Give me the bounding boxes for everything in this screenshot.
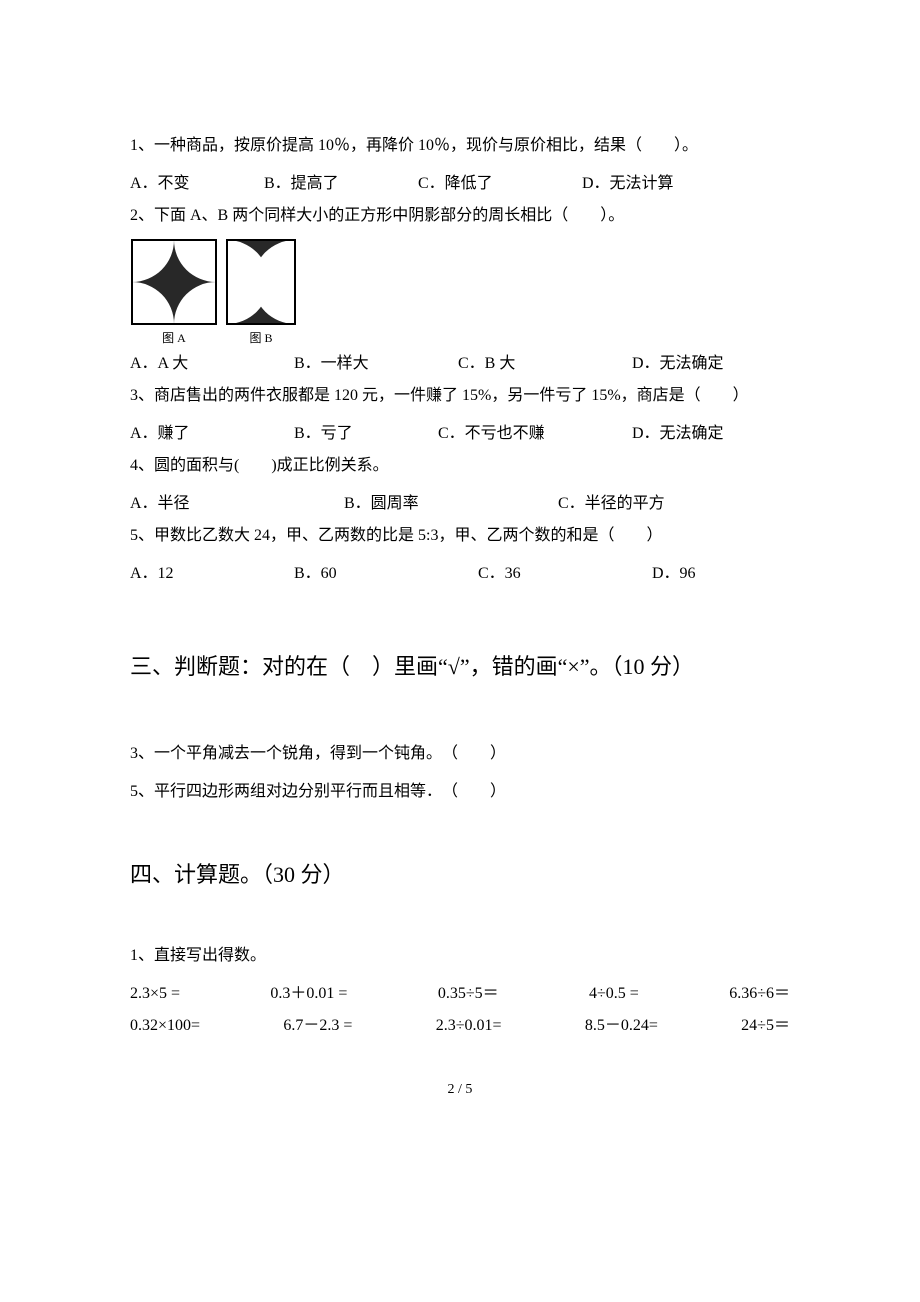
q2-option-d: D．无法确定 (632, 348, 724, 380)
question-1-options: A．不变 B．提高了 C．降低了 D．无法计算 (130, 168, 790, 200)
q5-option-d: D．96 (652, 558, 696, 590)
calc-2-2: 6.7－2.3 = (283, 1010, 352, 1042)
calc-1-4: 4÷0.5 = (589, 978, 639, 1010)
q3-option-b: B．亏了 (294, 418, 434, 450)
calc-2-1: 0.32×100= (130, 1010, 200, 1042)
q3-option-c: C．不亏也不赚 (438, 418, 628, 450)
q1-option-c: C．降低了 (418, 168, 578, 200)
question-3-options: A．赚了 B．亏了 C．不亏也不赚 D．无法确定 (130, 418, 790, 450)
q4-option-c: C．半径的平方 (558, 488, 665, 520)
calc-2-5: 24÷5＝ (741, 1010, 790, 1042)
question-2-text: 2、下面 A、B 两个同样大小的正方形中阴影部分的周长相比（ ）。 (130, 200, 790, 232)
figure-a-svg (130, 238, 218, 326)
section3-item3: 3、一个平角减去一个锐角，得到一个钝角。 （ ） (130, 738, 790, 770)
section-3-heading: 三、判断题：对的在（ ）里画“√”，错的画“×”。（10 分） (130, 646, 790, 688)
q5-option-c: C．36 (478, 558, 648, 590)
question-2-options: A．A 大 B．一样大 C．B 大 D．无法确定 (130, 348, 790, 380)
question-4-options: A．半径 B．圆周率 C．半径的平方 (130, 488, 790, 520)
figure-b-box: 图 B (226, 238, 296, 346)
q5-option-a: A．12 (130, 558, 290, 590)
q2-option-a: A．A 大 (130, 348, 290, 380)
calc-1-3: 0.35÷5＝ (438, 978, 499, 1010)
question-3-text: 3、商店售出的两件衣服都是 120 元，一件赚了 15%，另一件亏了 15%，商… (130, 380, 790, 412)
figure-a-label: 图 A (162, 329, 186, 346)
question-1-text: 1、一种商品，按原价提高 10％，再降价 10％，现价与原价相比，结果（ ）。 (130, 130, 790, 162)
calc-1-2: 0.3＋0.01 = (270, 978, 347, 1010)
section3-item5: 5、平行四边形两组对边分别平行而且相等． （ ） (130, 776, 790, 808)
section4-sub1: 1、直接写出得数。 (130, 940, 790, 972)
q2-option-c: C．B 大 (458, 348, 628, 380)
question-5-text: 5、甲数比乙数大 24，甲、乙两数的比是 5:3，甲、乙两个数的和是（ ） (130, 520, 790, 552)
figure-b-label: 图 B (249, 329, 272, 346)
calc-1-5: 6.36÷6＝ (729, 978, 790, 1010)
q1-option-b: B．提高了 (264, 168, 414, 200)
calc-row-2: 0.32×100= 6.7－2.3 = 2.3÷0.01= 8.5－0.24= … (130, 1010, 790, 1042)
figure-a-box: 图 A (130, 238, 218, 346)
q4-option-a: A．半径 (130, 488, 340, 520)
q2-option-b: B．一样大 (294, 348, 454, 380)
question-5-options: A．12 B．60 C．36 D．96 (130, 558, 790, 590)
q1-option-d: D．无法计算 (582, 168, 674, 200)
question-4-text: 4、圆的面积与( )成正比例关系。 (130, 450, 790, 482)
question-2-figures: 图 A 图 B (130, 238, 790, 346)
q3-option-a: A．赚了 (130, 418, 290, 450)
q3-option-d: D．无法确定 (632, 418, 724, 450)
section-4-heading: 四、计算题。（30 分） (130, 854, 790, 896)
q1-option-a: A．不变 (130, 168, 260, 200)
page-number: 2 / 5 (130, 1082, 790, 1098)
calc-2-4: 8.5－0.24= (585, 1010, 658, 1042)
figure-b-svg (226, 238, 296, 326)
q4-option-b: B．圆周率 (344, 488, 554, 520)
calc-2-3: 2.3÷0.01= (436, 1010, 502, 1042)
q5-option-b: B．60 (294, 558, 474, 590)
calc-1-1: 2.3×5 = (130, 978, 180, 1010)
calc-row-1: 2.3×5 = 0.3＋0.01 = 0.35÷5＝ 4÷0.5 = 6.36÷… (130, 978, 790, 1010)
